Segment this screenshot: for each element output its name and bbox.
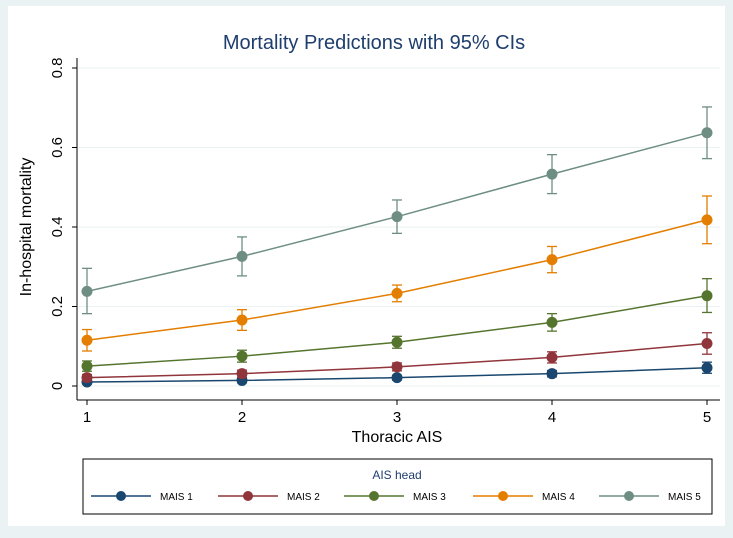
data-point bbox=[81, 372, 93, 384]
legend-item: MAIS 5 bbox=[599, 491, 701, 503]
series-group bbox=[81, 332, 713, 384]
data-point bbox=[81, 360, 93, 372]
data-point bbox=[81, 285, 93, 297]
y-tick-label: 0.6 bbox=[49, 137, 66, 158]
legend-item: MAIS 1 bbox=[91, 491, 193, 503]
data-point bbox=[701, 337, 713, 349]
axes-layer bbox=[76, 58, 720, 401]
series-group bbox=[81, 278, 713, 372]
data-point bbox=[546, 368, 558, 380]
legend-marker bbox=[624, 491, 634, 501]
x-tick-label: 4 bbox=[548, 409, 556, 426]
legend-item: MAIS 2 bbox=[218, 491, 320, 503]
legend-marker bbox=[116, 491, 126, 501]
ticks-layer: 0 0.2 0.4 0.6 0.8 1 2 3 4 5 bbox=[49, 58, 711, 426]
legend-label: MAIS 5 bbox=[668, 492, 701, 503]
legend-label: MAIS 2 bbox=[287, 492, 320, 503]
x-axis-label: Thoracic AIS bbox=[352, 429, 443, 446]
x-tick-label: 3 bbox=[393, 409, 401, 426]
data-point bbox=[81, 334, 93, 346]
legend-label: MAIS 3 bbox=[413, 492, 446, 503]
data-point bbox=[701, 290, 713, 302]
legend: AIS head MAIS 1 MAIS 2 MAIS 3 MAIS 4 MAIS 5 bbox=[82, 458, 713, 515]
legend-title: AIS head bbox=[372, 468, 421, 482]
data-point bbox=[236, 314, 248, 326]
y-tick-label: 0 bbox=[49, 382, 66, 390]
x-tick-label: 5 bbox=[703, 409, 711, 426]
legend-items: MAIS 1 MAIS 2 MAIS 3 MAIS 4 MAIS 5 bbox=[91, 491, 701, 503]
data-point bbox=[391, 361, 403, 373]
data-point bbox=[701, 127, 713, 139]
legend-label: MAIS 1 bbox=[160, 492, 193, 503]
x-tick-label: 2 bbox=[238, 409, 246, 426]
series-layer bbox=[81, 106, 713, 388]
y-tick-label: 0.4 bbox=[49, 217, 66, 238]
data-point bbox=[236, 250, 248, 262]
data-point bbox=[701, 362, 713, 374]
plot-region-background bbox=[8, 6, 725, 526]
y-axis-label: In-hospital mortality bbox=[18, 158, 35, 297]
data-point bbox=[391, 336, 403, 348]
grid-layer bbox=[78, 67, 720, 387]
legend-item: MAIS 4 bbox=[473, 491, 575, 503]
data-point bbox=[546, 351, 558, 363]
x-tick-label: 1 bbox=[83, 409, 91, 426]
data-point bbox=[236, 368, 248, 380]
series-group bbox=[81, 106, 713, 315]
data-point bbox=[391, 211, 403, 223]
legend-item: MAIS 3 bbox=[344, 491, 446, 503]
data-point bbox=[391, 372, 403, 384]
legend-label: MAIS 4 bbox=[542, 492, 575, 503]
data-point bbox=[546, 168, 558, 180]
data-point bbox=[546, 254, 558, 266]
legend-marker bbox=[498, 491, 508, 501]
data-point bbox=[701, 214, 713, 226]
legend-marker bbox=[243, 491, 253, 501]
series-group bbox=[81, 195, 713, 352]
data-point bbox=[236, 350, 248, 362]
y-tick-label: 0.8 bbox=[49, 58, 66, 79]
legend-marker bbox=[369, 491, 379, 501]
data-point bbox=[546, 316, 558, 328]
chart-title: Mortality Predictions with 95% CIs bbox=[223, 32, 525, 54]
data-point bbox=[391, 287, 403, 299]
y-tick-label: 0.2 bbox=[49, 296, 66, 317]
legend-frame bbox=[82, 458, 713, 515]
